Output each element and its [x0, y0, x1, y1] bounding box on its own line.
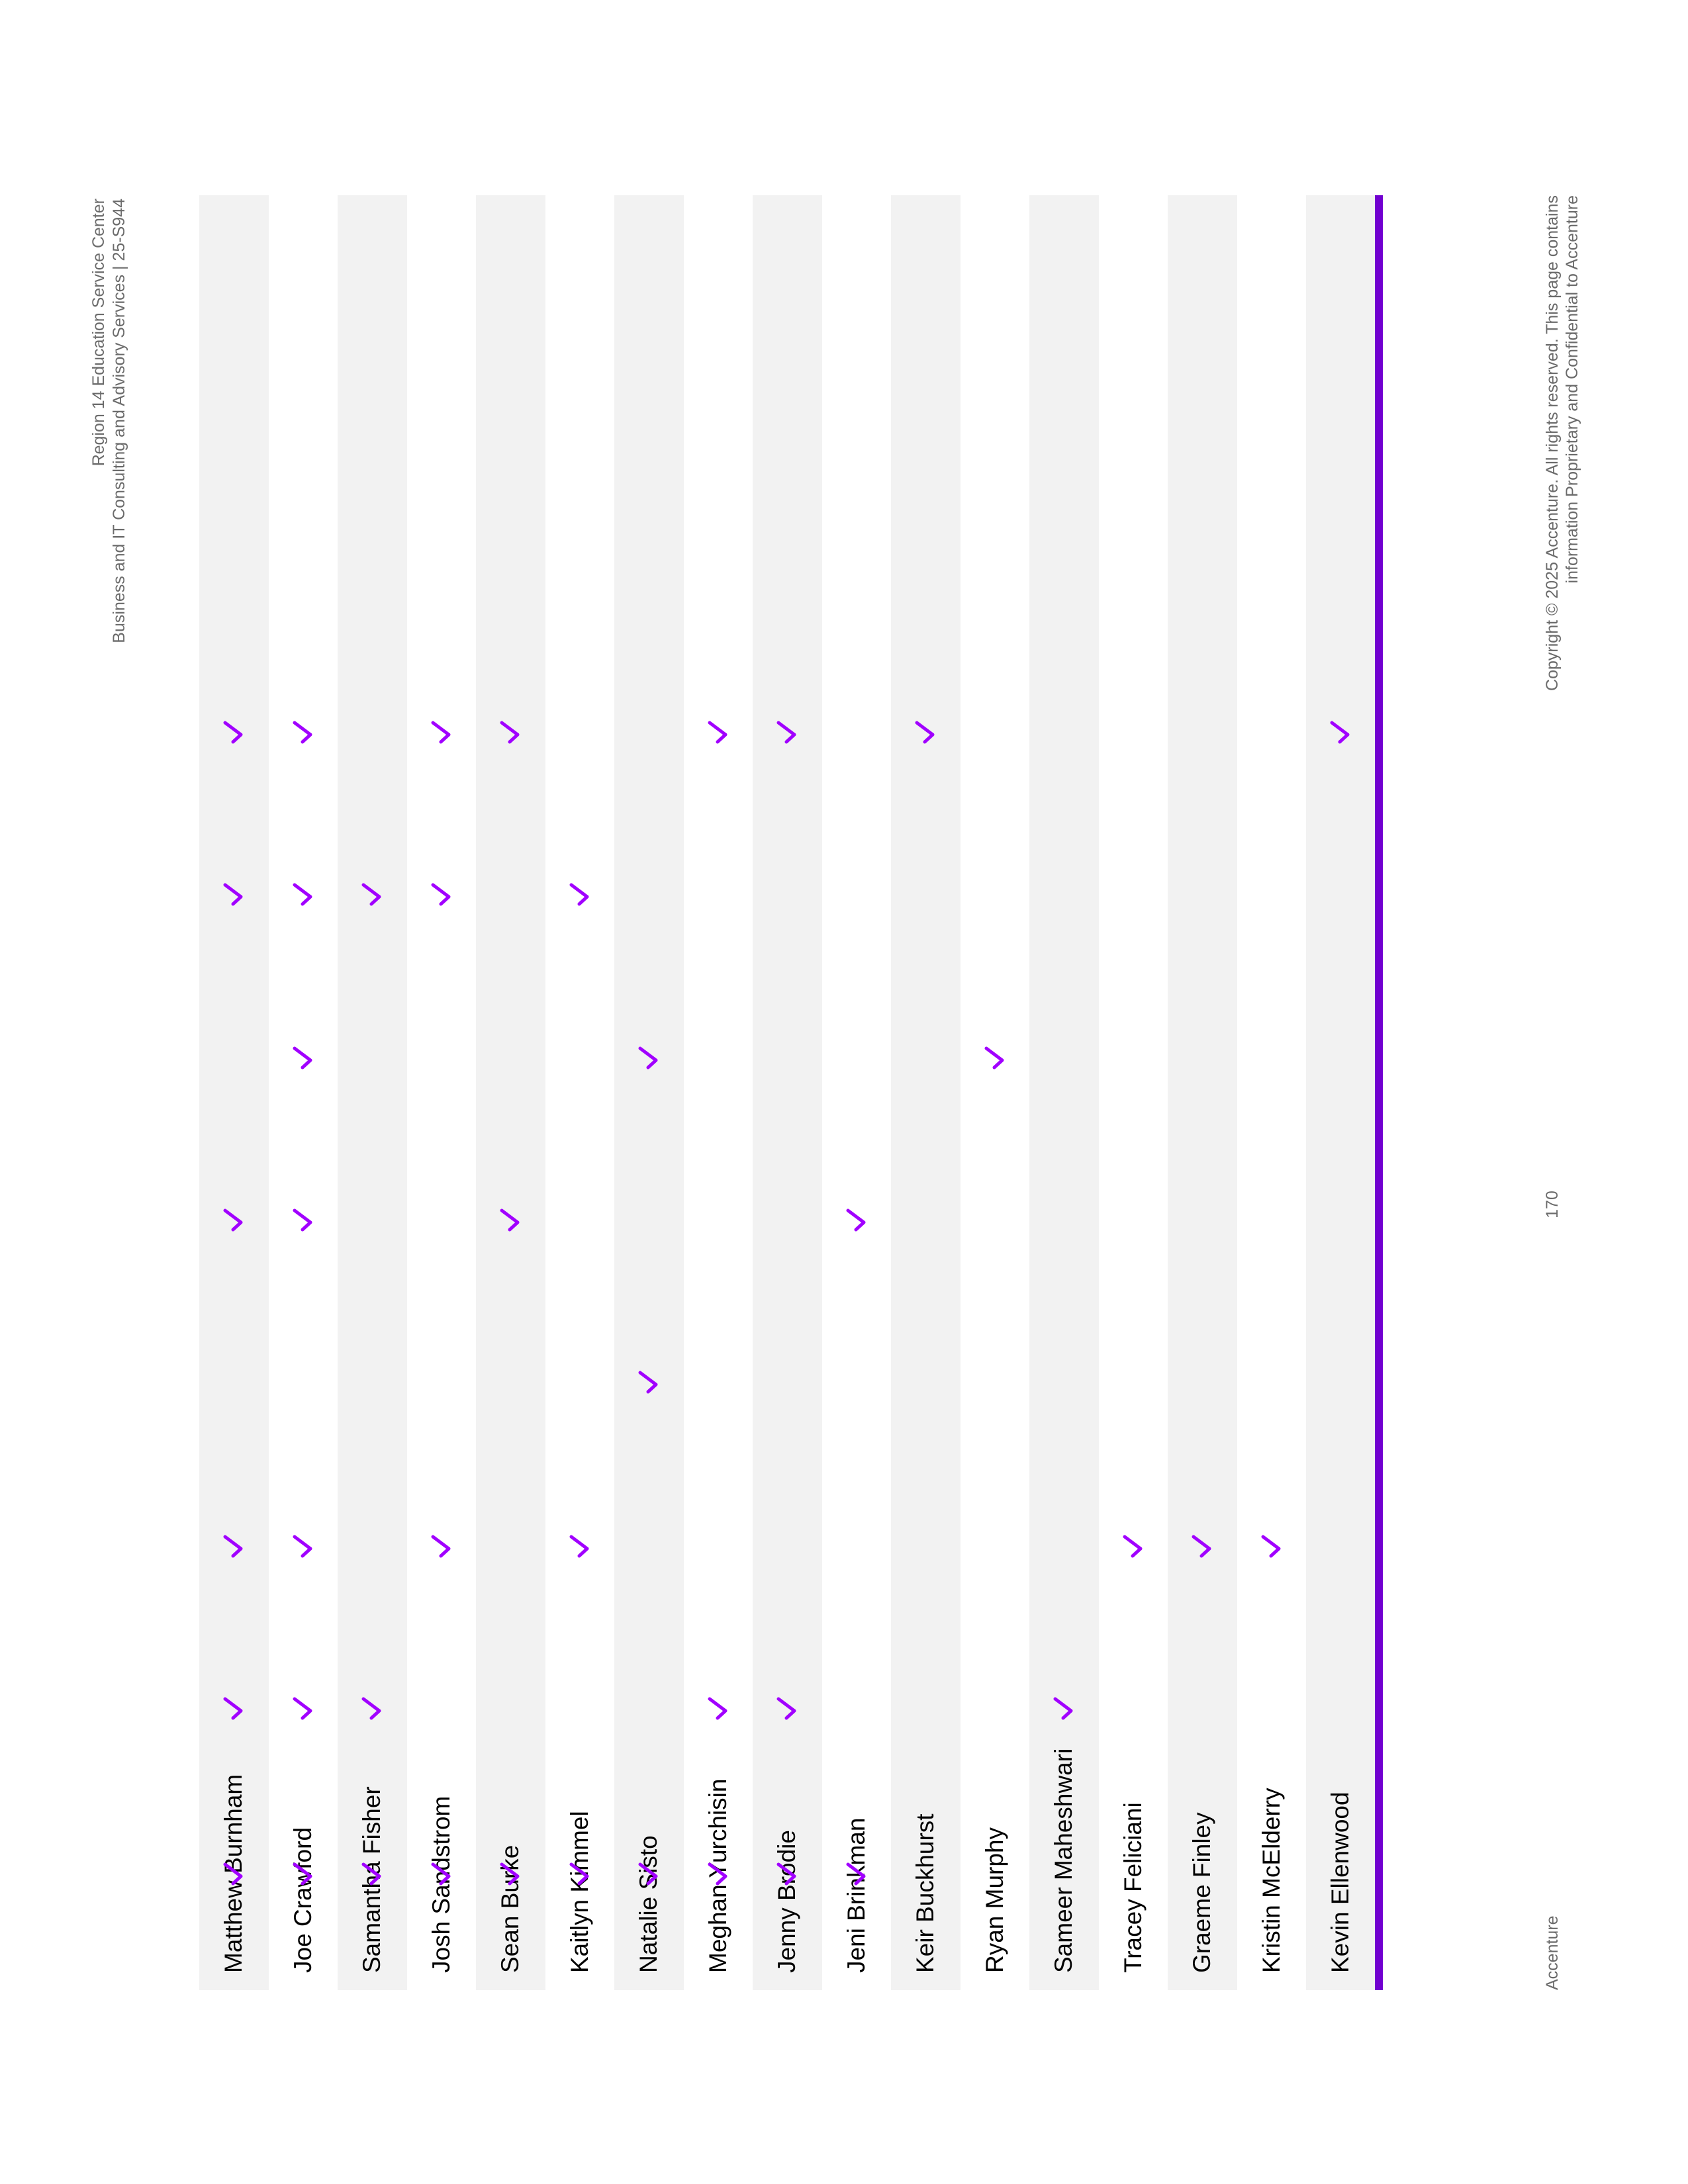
- person-name: Kaitlyn Kimmel: [565, 1811, 593, 1973]
- checkmark-icon: [291, 883, 315, 907]
- copyright-line-1: Copyright © 2025 Accenture. All rights r…: [1543, 195, 1562, 691]
- header-line-1: Region 14 Education Service Center: [89, 199, 108, 467]
- table-row: Jeni Brinkman: [822, 195, 892, 1990]
- table-row: Matthew Burnham: [199, 195, 269, 1990]
- checkmark-icon: [1121, 1535, 1145, 1559]
- table-row: Samantha Fisher: [338, 195, 407, 1990]
- table-row: Keir Buckhurst: [891, 195, 961, 1990]
- footer-company: Accenture: [1543, 1915, 1562, 1990]
- checkmark-icon: [568, 1862, 592, 1886]
- person-name: Natalie Sisto: [635, 1835, 663, 1973]
- checkmark-icon: [222, 1208, 246, 1232]
- checkmark-icon: [845, 1862, 868, 1886]
- checkmark-icon: [430, 721, 453, 745]
- footer-copyright: Copyright © 2025 Accenture. All rights r…: [1542, 195, 1582, 698]
- checkmark-icon: [498, 721, 522, 745]
- table-row: Natalie Sisto: [614, 195, 684, 1990]
- copyright-line-2: information Proprietary and Confidential…: [1563, 195, 1581, 584]
- checkmark-icon: [498, 1208, 522, 1232]
- checkmark-icon: [1260, 1535, 1284, 1559]
- checkmark-icon: [291, 1535, 315, 1559]
- person-name: Jeni Brinkman: [842, 1817, 870, 1973]
- checkmark-icon: [360, 883, 384, 907]
- table-row: Kevin Ellenwood: [1306, 195, 1376, 1990]
- table-row: Jenny Brodie: [753, 195, 822, 1990]
- checkmark-icon: [291, 1862, 315, 1886]
- checkmark-icon: [291, 1046, 315, 1070]
- checkmark-icon: [291, 721, 315, 745]
- checkmark-icon: [222, 1862, 246, 1886]
- checkmark-icon: [430, 1535, 453, 1559]
- header-line-2: Business and IT Consulting and Advisory …: [110, 199, 128, 643]
- checkmark-icon: [775, 1862, 799, 1886]
- checkmark-icon: [222, 1535, 246, 1559]
- table-row: Sameer Maheshwari: [1029, 195, 1099, 1990]
- table-row: Josh Sandstrom: [407, 195, 477, 1990]
- checkmark-icon: [222, 721, 246, 745]
- checkmark-icon: [291, 1697, 315, 1721]
- checkmark-icon: [775, 721, 799, 745]
- checkmark-icon: [914, 721, 937, 745]
- checkmark-icon: [983, 1046, 1007, 1070]
- table-bottom-rule: [1375, 195, 1383, 1990]
- table-row: Joe Crawford: [269, 195, 338, 1990]
- checkmark-icon: [360, 1697, 384, 1721]
- person-name: Tracey Feliciani: [1119, 1802, 1147, 1973]
- staff-matrix-table: Matthew Burnham Joe Crawford Samantha Fish…: [199, 195, 1376, 1990]
- person-name: Keir Buckhurst: [912, 1813, 939, 1973]
- person-name: Ryan Murphy: [980, 1827, 1008, 1973]
- person-name: Kristin McElderry: [1257, 1788, 1285, 1973]
- checkmark-icon: [430, 883, 453, 907]
- checkmark-icon: [568, 1535, 592, 1559]
- checkmark-icon: [430, 1862, 453, 1886]
- checkmark-icon: [568, 883, 592, 907]
- person-name: Joe Crawford: [289, 1827, 316, 1973]
- table-row: Meghan Yurchisin: [684, 195, 753, 1990]
- table-row: Tracey Feliciani: [1099, 195, 1168, 1990]
- table-row: Kristin McElderry: [1237, 195, 1307, 1990]
- checkmark-icon: [706, 721, 730, 745]
- checkmark-icon: [845, 1208, 868, 1232]
- table-row: Kaitlyn Kimmel: [545, 195, 615, 1990]
- checkmark-icon: [222, 1697, 246, 1721]
- checkmark-icon: [498, 1862, 522, 1886]
- checkmark-icon: [775, 1697, 799, 1721]
- table-row: Sean Burke: [476, 195, 545, 1990]
- checkmark-icon: [222, 883, 246, 907]
- checkmark-icon: [1052, 1697, 1076, 1721]
- checkmark-icon: [706, 1862, 730, 1886]
- checkmark-icon: [1329, 721, 1352, 745]
- checkmark-icon: [1190, 1535, 1214, 1559]
- person-name: Graeme Finley: [1188, 1812, 1216, 1973]
- table-row: Ryan Murphy: [961, 195, 1030, 1990]
- page-number: 170: [1543, 1191, 1562, 1218]
- page-header: Region 14 Education Service Center Busin…: [89, 199, 130, 993]
- checkmark-icon: [637, 1046, 661, 1070]
- checkmark-icon: [637, 1862, 661, 1886]
- person-name: Jenny Brodie: [773, 1830, 801, 1973]
- checkmark-icon: [706, 1697, 730, 1721]
- table-row: Graeme Finley: [1168, 195, 1237, 1990]
- checkmark-icon: [637, 1371, 661, 1394]
- person-name: Sameer Maheshwari: [1050, 1748, 1078, 1973]
- checkmark-icon: [360, 1862, 384, 1886]
- checkmark-icon: [291, 1208, 315, 1232]
- person-name: Kevin Ellenwood: [1327, 1792, 1354, 1973]
